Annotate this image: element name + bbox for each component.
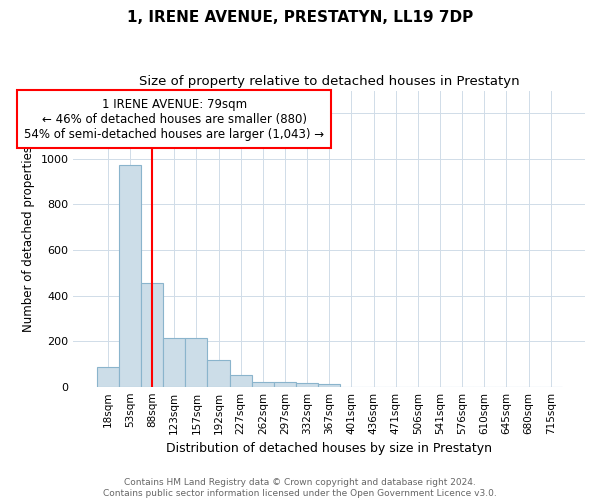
Bar (97, 368, 119, 386)
Title: Size of property relative to detached houses in Prestatyn: Size of property relative to detached ho… (139, 75, 520, 88)
Bar (296, 382, 318, 386)
Text: 1, IRENE AVENUE, PRESTATYN, LL19 7DP: 1, IRENE AVENUE, PRESTATYN, LL19 7DP (127, 10, 473, 25)
Bar (274, 382, 296, 386)
Bar (208, 360, 230, 386)
Bar (318, 384, 340, 386)
Text: Contains HM Land Registry data © Crown copyright and database right 2024.
Contai: Contains HM Land Registry data © Crown c… (103, 478, 497, 498)
Bar (252, 382, 274, 386)
Bar (119, 164, 141, 386)
Text: 1 IRENE AVENUE: 79sqm
← 46% of detached houses are smaller (880)
54% of semi-det: 1 IRENE AVENUE: 79sqm ← 46% of detached … (24, 98, 324, 140)
Bar (163, 338, 185, 386)
X-axis label: Distribution of detached houses by size in Prestatyn: Distribution of detached houses by size … (166, 442, 492, 455)
Y-axis label: Number of detached properties: Number of detached properties (22, 146, 35, 332)
Bar (185, 338, 208, 386)
Bar (141, 283, 163, 387)
Bar (230, 376, 252, 386)
